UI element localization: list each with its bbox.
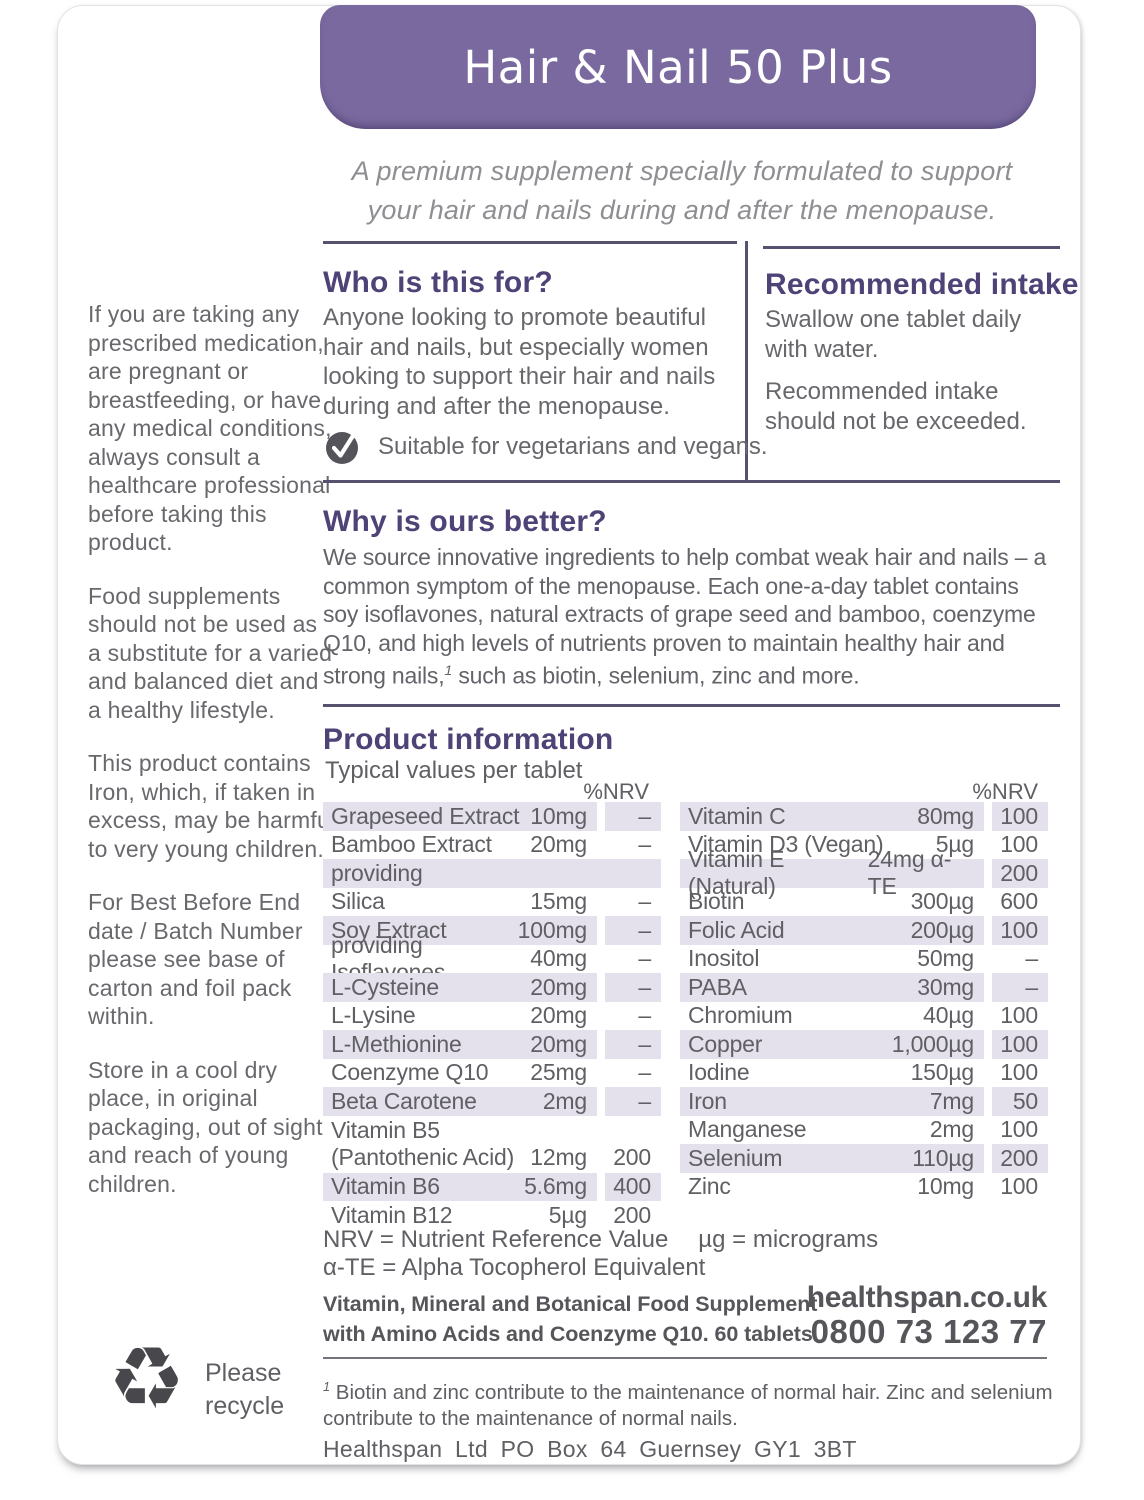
table-row: Vitamin D3 (Vegan) 5µg 100 — [688, 831, 1038, 858]
product-table-left: Grapeseed Extract 10mg – Bamboo Extract 20mg… — [323, 802, 661, 1230]
footnote-marker: 1 — [323, 1379, 331, 1394]
company-address: Healthspan Ltd PO Box 64 Guernsey GY1 3B… — [323, 1436, 857, 1462]
intake-paragraph: Swallow one tablet daily with water. — [765, 306, 1022, 363]
warning-paragraph: For Best Before End date / Batch Number … — [88, 889, 303, 1029]
tagline: A premium supplement specially formulate… — [351, 156, 1013, 225]
table-row: Beta Carotene 2mg – — [323, 1087, 661, 1116]
table-row: Zinc 10mg 100 — [688, 1173, 1038, 1200]
table-row: providing — [323, 859, 661, 888]
why-heading: Why is ours better? — [323, 505, 607, 538]
sidebar-warnings: If you are taking any prescribed medicat… — [88, 300, 336, 1223]
why-body-text: such as biotin, selenium, zinc and more. — [452, 663, 860, 690]
supplement-line: with Amino Acids and Coenzyme Q10. 60 ta… — [323, 1322, 819, 1346]
why-body-text: We source innovative ingredients to help… — [323, 544, 1047, 690]
nrv-note-line: NRV = Nutrient Reference Value µg = micro… — [323, 1226, 878, 1254]
table-row: Iodine 150µg 100 — [688, 1059, 1038, 1086]
product-title: Hair & Nail 50 Plus — [463, 40, 893, 94]
warning-paragraph: Food supplements should not be used as a… — [88, 582, 333, 723]
table-row: Biotin 300µg 600 — [688, 888, 1038, 915]
table-row: Vitamin C 80mg 100 — [680, 802, 1048, 831]
table-row: Bamboo Extract 20mg – — [331, 831, 651, 858]
table-row: Vitamin E (Natural) 24mg α-TE 200 — [680, 846, 1048, 899]
why-body: We source innovative ingredients to help… — [323, 543, 1051, 691]
table-row: Vitamin B6 5.6mg 400 — [323, 1172, 661, 1201]
table-row: Copper 1,000µg 100 — [680, 1030, 1048, 1059]
table-row: Iron 7mg 50 — [680, 1087, 1048, 1116]
phone-number: 0800 73 123 77 — [810, 1313, 1047, 1350]
table-row: Silica 15mg – — [331, 888, 651, 915]
intake-body: Swallow one tablet daily with water. Rec… — [765, 305, 1055, 449]
divider-above-footnote — [323, 1357, 1047, 1359]
divider-above-who — [323, 241, 737, 244]
divider-above-intake — [763, 246, 1060, 249]
table-row: Chromium 40µg 100 — [688, 1002, 1038, 1029]
ate-note: α-TE = Alpha Tocopherol Equivalent — [323, 1254, 706, 1281]
warning-paragraph: If you are taking any prescribed medicat… — [88, 301, 332, 555]
table-row: Vitamin B12 5µg 200 — [331, 1201, 651, 1228]
ug-note: µg = micrograms — [698, 1226, 879, 1253]
intake-paragraph: Recommended intake should not be exceede… — [765, 378, 1027, 435]
nrv-column-header-left: %NRV — [583, 779, 649, 804]
divider-below-sections — [323, 480, 1060, 483]
table-row: Grapeseed Extract 10mg – — [323, 802, 661, 831]
recycle-icon: ♻ — [108, 1331, 186, 1427]
table-row: Manganese 2mg 100 — [688, 1116, 1038, 1143]
product-title-banner: Hair & Nail 50 Plus — [320, 5, 1036, 129]
nrv-column-header-right: %NRV — [972, 779, 1038, 804]
product-info-heading: Product information — [323, 723, 614, 756]
check-icon — [326, 428, 359, 464]
warning-paragraph: This product contains Iron, which, if ta… — [88, 750, 336, 862]
table-row: Vitamin B5 (Pantothenic Acid) 12mg 200 — [331, 1116, 651, 1170]
product-info-subheading: Typical values per tablet — [325, 757, 583, 784]
table-abbreviation-notes: NRV = Nutrient Reference Value µg = micro… — [323, 1226, 878, 1282]
warning-paragraph: Store in a cool dry place, in original p… — [88, 1056, 323, 1197]
footnote: 1 Biotin and zinc contribute to the main… — [323, 1374, 1071, 1432]
website-url: healthspan.co.uk — [806, 1281, 1048, 1314]
intake-heading: Recommended intake — [765, 268, 1079, 301]
table-row: Inositol 50mg – — [688, 945, 1038, 972]
table-row: Coenzyme Q10 25mg – — [331, 1059, 651, 1086]
table-row: PABA 30mg – — [680, 973, 1048, 1002]
table-row: L-Lysine 20mg – — [331, 1002, 651, 1029]
product-table-right: Vitamin C 80mg 100 Vitamin D3 (Vegan) 5µg 100… — [680, 802, 1048, 1201]
table-row: Selenium 110µg 200 — [680, 1144, 1048, 1173]
table-row: Soy Extract 100mg – — [323, 916, 661, 945]
who-heading: Who is this for? — [323, 266, 553, 299]
table-row: providing Isoflavones 40mg – — [331, 931, 651, 985]
footnote-text: Biotin and zinc contribute to the mainte… — [323, 1380, 1053, 1430]
supplement-line: Vitamin, Mineral and Botanical Food Supp… — [323, 1292, 818, 1316]
table-row: L-Methionine 20mg – — [323, 1030, 661, 1059]
supplement-description: Vitamin, Mineral and Botanical Food Supp… — [323, 1289, 819, 1349]
who-body: Anyone looking to promote beautiful hair… — [323, 304, 716, 420]
vertical-divider — [745, 241, 748, 482]
nrv-note: NRV = Nutrient Reference Value — [323, 1226, 669, 1253]
footnote-marker: 1 — [444, 663, 453, 680]
table-row: Folic Acid 200µg 100 — [680, 916, 1048, 945]
recycle-label: Please recycle — [205, 1359, 285, 1420]
vegetarian-badge-label: Suitable for vegetarians and vegans. — [378, 433, 768, 460]
table-row: L-Cysteine 20mg – — [323, 973, 661, 1002]
divider-above-product-info — [323, 704, 1060, 707]
